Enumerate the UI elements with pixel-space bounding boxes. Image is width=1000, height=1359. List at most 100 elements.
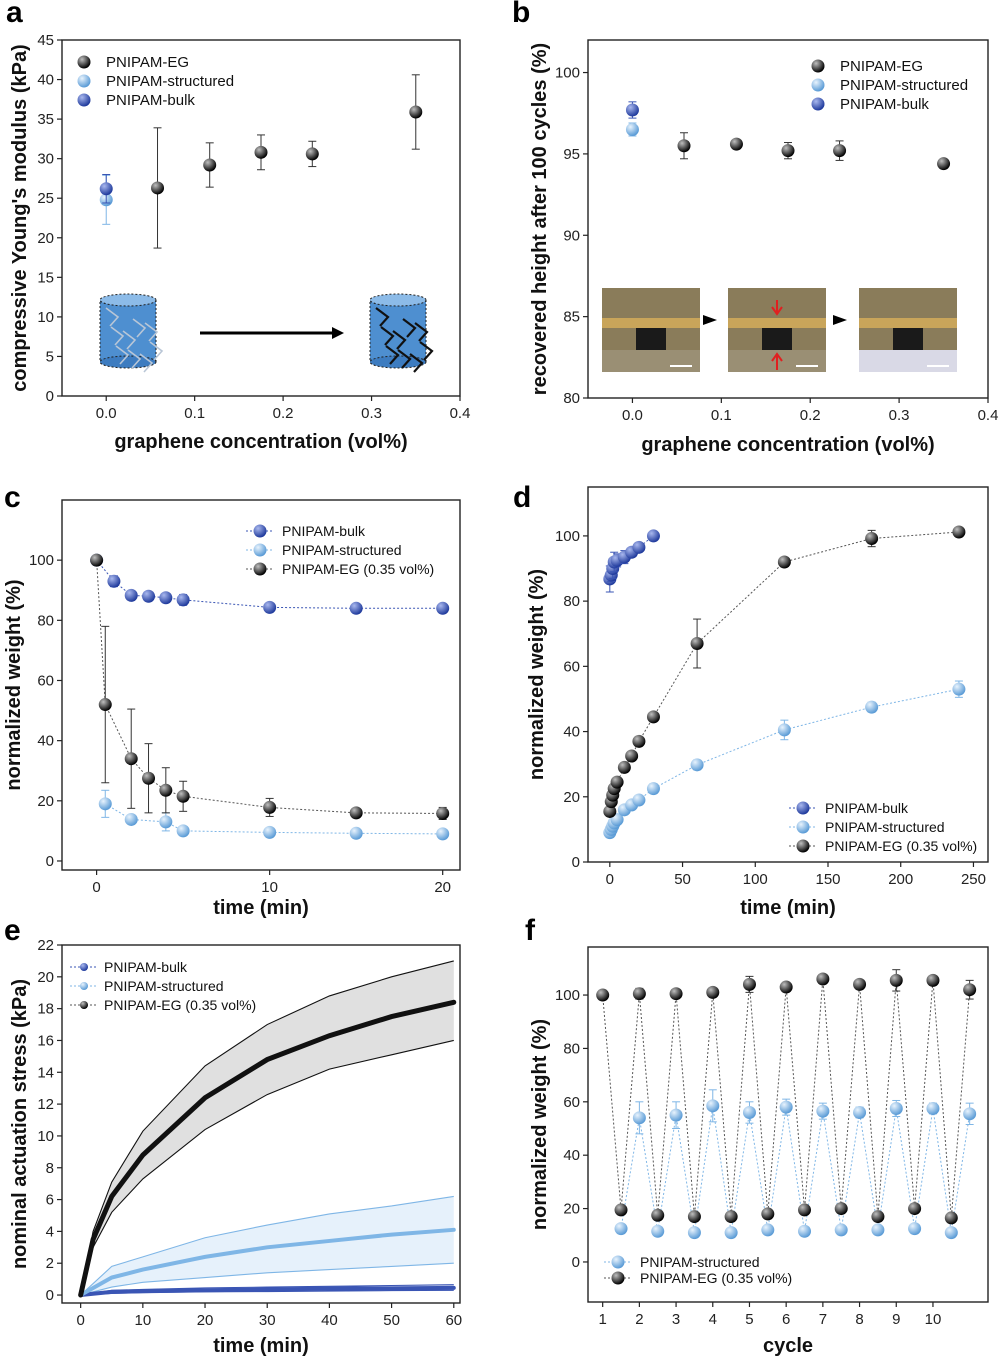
data-point: [603, 804, 617, 818]
cylinder-bottom: [99, 355, 157, 369]
data-point: [889, 1101, 903, 1115]
data-point: [436, 806, 450, 820]
data-point: [176, 824, 190, 838]
legend-label: PNIPAM-structured: [840, 77, 968, 94]
y-tick-label: 0: [46, 853, 54, 870]
data-point: [646, 710, 660, 724]
data-point: [724, 1210, 738, 1224]
data-point: [816, 1104, 830, 1118]
sequence-arrow: [833, 315, 847, 325]
band-edge-line: [80, 1039, 454, 1296]
data-point: [90, 553, 104, 567]
panel-c: c 0 10 20 0 20 40 60 80 100 time (min) normalized w…: [3, 481, 461, 919]
y-tick-label: 100: [555, 65, 580, 82]
data-point: [107, 574, 121, 588]
data-point: [159, 591, 173, 605]
y-tick-label: 40: [563, 724, 580, 741]
data-point: [625, 749, 639, 763]
data-point: [834, 1202, 848, 1216]
legend-marker: [80, 1001, 88, 1009]
x-tick-label: 10: [135, 1312, 152, 1329]
y-tick-label: 10: [37, 309, 54, 326]
data-point: [687, 1226, 701, 1240]
data-point: [651, 1208, 665, 1222]
x-tick-label: 2: [635, 1311, 643, 1328]
data-point: [349, 806, 363, 820]
data-point: [761, 1207, 775, 1221]
cylinder-top: [99, 293, 157, 307]
y-tick-label: 20: [563, 1201, 580, 1218]
x-tick-label: 8: [855, 1311, 863, 1328]
x-tick-label: 0: [92, 879, 100, 896]
x-tick-label: 20: [197, 1312, 214, 1329]
y-tick-label: 20: [37, 230, 54, 247]
arrow-head: [332, 327, 344, 339]
photo-plate: [728, 318, 826, 328]
sequence-arrow: [703, 315, 717, 325]
data-point: [254, 145, 268, 159]
y-tick-label: 80: [563, 390, 580, 407]
compression-arrow-top: [771, 300, 783, 316]
data-point: [777, 723, 791, 737]
data-point: [779, 980, 793, 994]
confidence-band: [80, 960, 454, 1296]
y-tick-label: 20: [37, 969, 54, 986]
compression-photos: [602, 288, 957, 372]
data-point: [305, 147, 319, 161]
band-edge-line: [80, 1195, 454, 1296]
x-tick-label: 30: [259, 1312, 276, 1329]
data-point: [798, 1224, 812, 1238]
data-point: [937, 157, 951, 171]
data-point: [963, 1107, 977, 1121]
y-tick-label: 15: [37, 269, 54, 286]
data-point: [871, 1210, 885, 1224]
data-point: [159, 783, 173, 797]
legend-label: PNIPAM-bulk: [106, 92, 195, 109]
plot-frame: [587, 39, 989, 399]
data-point: [409, 105, 423, 119]
data-point: [908, 1222, 922, 1236]
legend-label: PNIPAM-bulk: [104, 959, 188, 975]
y-tick-label: 0: [572, 854, 580, 871]
series-line: [78, 1285, 456, 1298]
y-axis-label: recovered height after 100 cycles (%): [529, 43, 551, 395]
panel-d: d 0 50 100 150 200 250 0 20 40 60 80 100 time (min) no…: [513, 481, 989, 919]
data-point: [724, 1226, 738, 1240]
plot-frame: [587, 486, 989, 863]
cylinder-top: [369, 293, 427, 307]
data-point: [871, 1223, 885, 1237]
legend-label: PNIPAM-structured: [104, 978, 224, 994]
data-point: [617, 760, 631, 774]
x-axis-label: time (min): [740, 897, 836, 919]
data-point: [625, 123, 639, 136]
data-point: [781, 144, 795, 158]
panel-a: a 0.0 0.1 0.2 0.3 0.4 0 5 10 15 20 25 30 35 40 45 graphe…: [6, 0, 470, 453]
plot-frame: [61, 499, 461, 871]
x-tick-label: 0.0: [622, 407, 643, 424]
y-tick-label: 100: [555, 987, 580, 1004]
data-point: [436, 601, 450, 615]
data-point: [908, 1202, 922, 1216]
legend-label: PNIPAM-structured: [106, 73, 234, 90]
y-tick-label: 30: [37, 151, 54, 168]
legend-marker: [77, 93, 91, 107]
y-tick-label: 16: [37, 1032, 54, 1049]
legend-marker: [811, 97, 825, 111]
data-point: [761, 1223, 775, 1237]
data-point: [436, 827, 450, 841]
panel-letter-e: e: [4, 914, 21, 947]
x-tick-label: 40: [321, 1312, 338, 1329]
data-point: [98, 797, 112, 811]
photo-base: [859, 350, 957, 372]
legend-marker: [80, 963, 88, 971]
y-tick-label: 60: [563, 658, 580, 675]
y-tick-label: 60: [37, 672, 54, 689]
data-point: [798, 1203, 812, 1217]
x-tick-label: 1: [599, 1311, 607, 1328]
y-tick-label: 45: [37, 32, 54, 49]
x-tick-label: 0.2: [800, 407, 821, 424]
data-point: [614, 1222, 628, 1236]
data-point: [963, 983, 977, 997]
x-tick-label: 100: [743, 871, 768, 888]
x-axis-label: time (min): [213, 1335, 309, 1357]
